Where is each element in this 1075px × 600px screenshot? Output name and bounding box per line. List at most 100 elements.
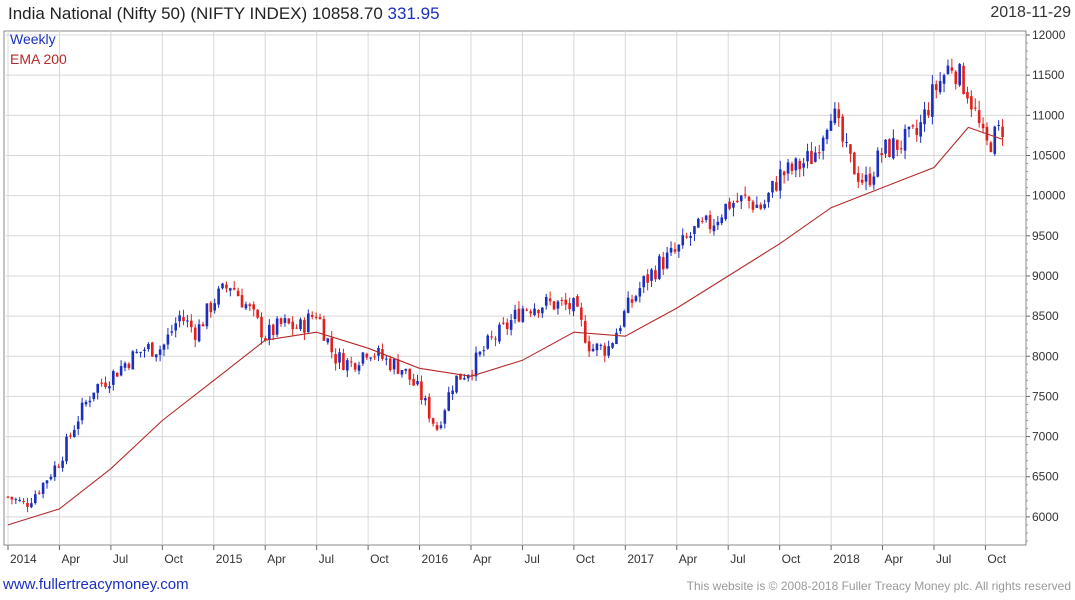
candle-down (10, 496, 14, 505)
candle-up (806, 143, 809, 169)
plot-area (3, 30, 1027, 546)
candle-up (669, 241, 673, 256)
candle-down (899, 140, 903, 154)
candle-down (287, 317, 291, 325)
candle-up (346, 358, 349, 378)
candle-up (478, 350, 482, 357)
candle-down (248, 302, 252, 311)
candle-down (970, 90, 973, 117)
candle-down (256, 309, 259, 320)
x-tick-label: Apr (679, 552, 698, 566)
y-tick-label: 10500 (1032, 148, 1066, 162)
candle-down (560, 297, 564, 306)
grid (4, 31, 1026, 545)
y-tick-label: 6500 (1032, 470, 1059, 484)
x-tick-label: Oct (370, 552, 389, 566)
candle-down (700, 216, 704, 224)
candle-up (119, 360, 123, 377)
candle-down (580, 302, 583, 327)
candle-up (739, 195, 743, 209)
x-tick-label: Oct (782, 552, 801, 566)
x-tick-label: Apr (885, 552, 904, 566)
candle-up (794, 157, 798, 178)
candle-up (724, 203, 727, 222)
candle-up (451, 385, 454, 400)
candle-up (80, 397, 84, 425)
candle-up (521, 305, 525, 323)
candle-up (41, 482, 45, 499)
candle-up (108, 381, 111, 394)
candle-up (681, 228, 685, 249)
candle-up (677, 244, 681, 258)
candle-down (271, 323, 275, 341)
candle-down (232, 280, 236, 291)
candle-down (209, 301, 213, 318)
candle-up (778, 160, 782, 199)
candle-down (989, 140, 993, 153)
candle-up (845, 133, 848, 148)
candle-down (810, 141, 813, 165)
candle-up (509, 314, 513, 336)
x-axis: 2014 Apr Jul Oct 2015 Apr Jul Oct 2016 Apr Jul Oct 2… (7, 545, 1007, 566)
candle-down (927, 102, 930, 118)
candle-down (318, 313, 322, 320)
x-tick-label: 2014 (10, 552, 37, 566)
candle-down (646, 269, 649, 291)
site-link[interactable]: www.fullertreacymoney.com (3, 576, 189, 593)
candle-down (193, 324, 197, 348)
candle-down (470, 369, 474, 381)
candle-up (572, 297, 575, 317)
candle-up (174, 317, 178, 338)
candlestick-series (6, 58, 1004, 513)
candle-down (728, 197, 731, 211)
candle-up (767, 192, 770, 208)
candle-down (6, 495, 10, 499)
candle-down (856, 166, 860, 189)
x-tick-label: Jul (730, 552, 745, 566)
candle-down (490, 330, 493, 340)
candle-up (821, 135, 825, 160)
candle-up (361, 351, 365, 367)
candle-up (732, 200, 735, 217)
copyright-notice: This website is © 2008-2018 Fuller Treac… (686, 579, 1071, 593)
candle-up (486, 333, 490, 350)
candle-up (244, 301, 248, 311)
candle-down (576, 294, 579, 308)
candle-up (369, 356, 373, 362)
candle-up (634, 294, 638, 303)
candle-up (923, 101, 926, 132)
candle-up (197, 319, 201, 343)
candle-down (115, 372, 119, 377)
candle-down (537, 309, 540, 318)
candle-down (654, 265, 657, 282)
candle-down (1001, 119, 1004, 146)
candle-up (829, 113, 833, 132)
candle-up (404, 368, 408, 375)
candle-down (427, 393, 431, 423)
candle-up (45, 480, 49, 489)
x-tick-label: Apr (267, 552, 286, 566)
candle-up (942, 73, 946, 93)
x-tick-label: Apr (473, 552, 492, 566)
candle-down (22, 497, 25, 505)
candle-down (790, 161, 794, 175)
candle-up (876, 147, 880, 178)
y-tick-label: 10000 (1032, 189, 1066, 203)
candle-down (349, 356, 353, 368)
chart-date: 2018-11-29 (990, 4, 1071, 21)
candle-up (642, 275, 646, 294)
x-tick-label: Jul (113, 552, 128, 566)
title-text: India National (Nifty 50) (NIFTY INDEX) (8, 4, 308, 23)
candle-up (88, 396, 92, 408)
candle-down (661, 251, 665, 276)
candle-up (147, 342, 150, 352)
candle-down (505, 318, 509, 336)
y-tick-label: 8500 (1032, 309, 1059, 323)
candle-up (755, 196, 759, 208)
candle-down (775, 175, 778, 192)
candle-down (934, 80, 938, 99)
candle-up (946, 59, 950, 75)
candle-down (365, 352, 369, 360)
candle-up (931, 75, 934, 125)
